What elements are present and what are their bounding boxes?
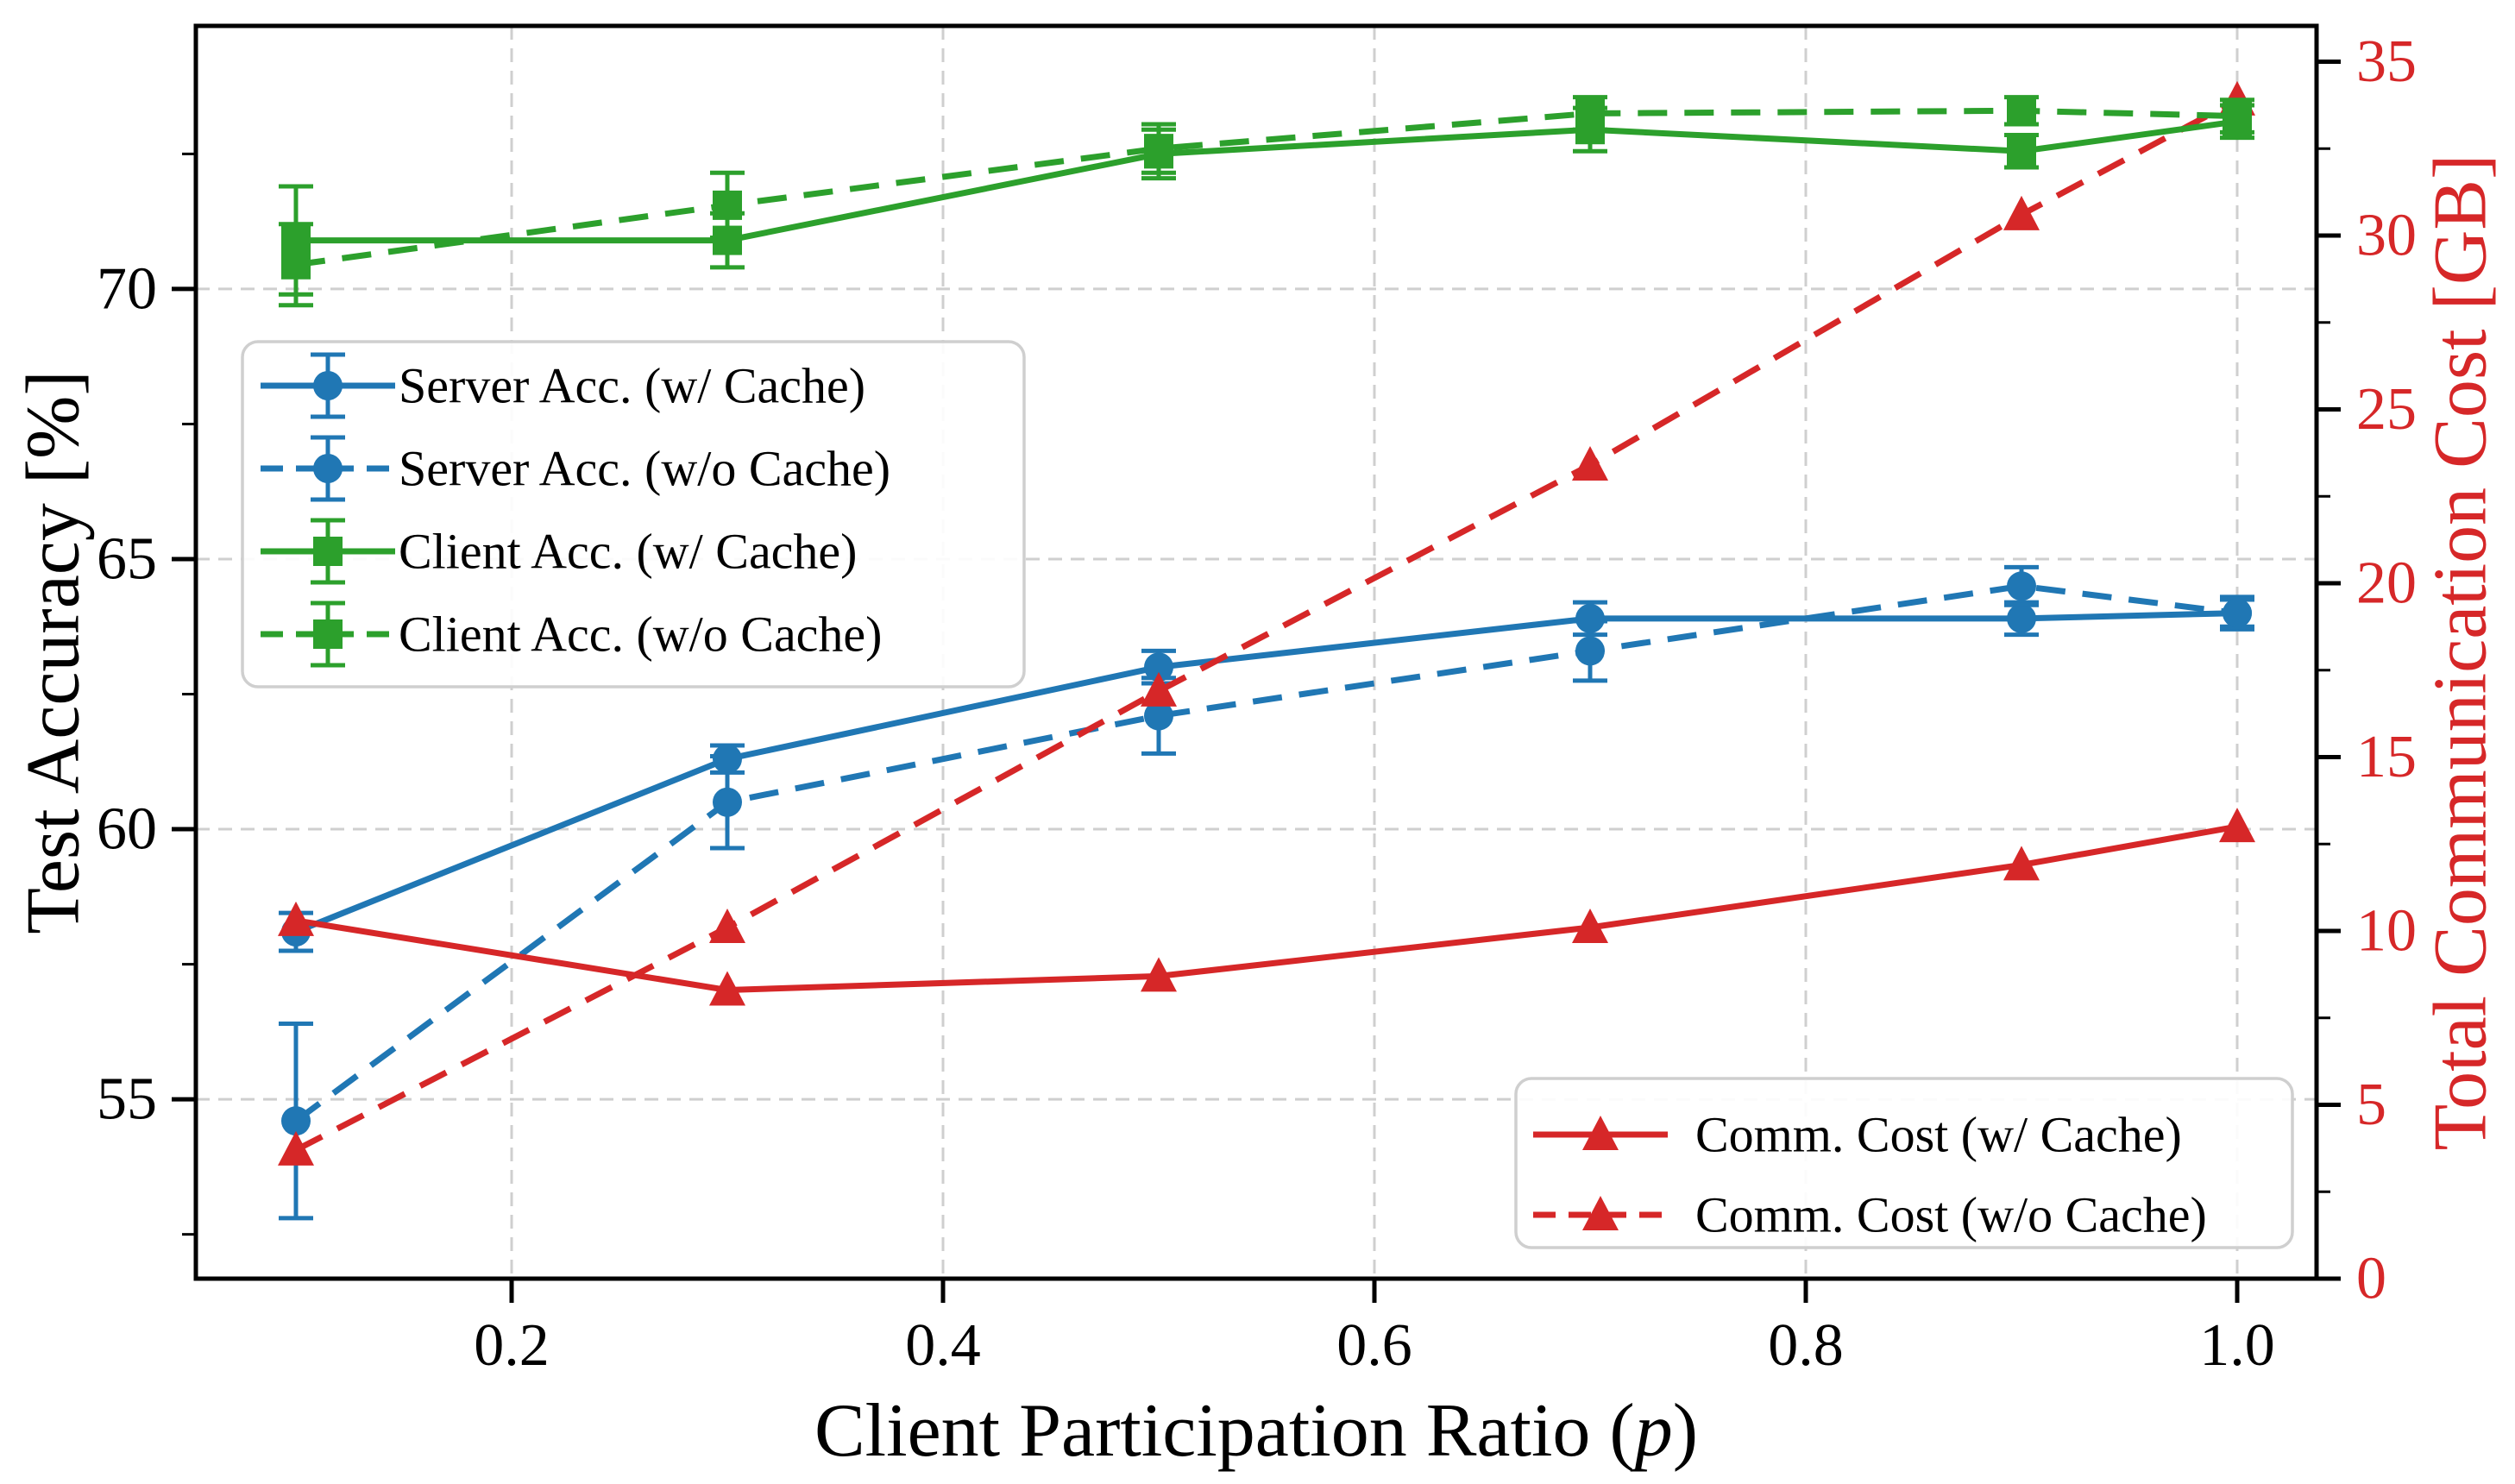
legend-label-comm-cost-w-cache: Comm. Cost (w/ Cache) (1695, 1107, 2182, 1163)
marker-square-client-acc-w-o-cache-0.9 (2007, 96, 2036, 126)
marker-circle-server-acc-w-o-cache-0.7 (1575, 636, 1605, 666)
marker-triangle-comm-cost-w-o-cache-0.3 (709, 908, 745, 943)
marker-circle-server-acc-w-o-cache-0.9 (2007, 571, 2036, 601)
marker-square-client-acc-w-o-cache-0.5 (1144, 134, 1173, 164)
marker-triangle-comm-cost-w-o-cache-0.5 (1141, 671, 1177, 707)
marker-circle-server-acc-w-o-cache-0.3 (713, 787, 742, 817)
marker-triangle-comm-cost-w-o-cache-0.1 (278, 1130, 314, 1166)
axes-ticks: 55 60 65 70 0 5 10 15 20 25 30 35 0.2 0.4 0.6 0.8 1.0 (97, 28, 2417, 1379)
left-tick-label-55: 55 (97, 1066, 157, 1133)
marker-circle-server-acc-w-o-cache-0.5 (1144, 701, 1173, 731)
legend-label-client-acc-w-o-cache: Client Acc. (w/o Cache) (399, 607, 883, 663)
right-tick-label-20: 20 (2356, 550, 2417, 617)
x-axis-label: Client Participation Ratio (p) (814, 1389, 1698, 1473)
series-line-client-acc-w-cache (296, 118, 2238, 244)
x-tick-label-0.4: 0.4 (905, 1312, 981, 1379)
legend-box (241, 340, 1026, 689)
series-line-comm-cost-w-cache (295, 823, 2238, 994)
legend-entry-server-acc-w-cache: Server Acc. (w/ Cache) (261, 352, 865, 419)
marker-triangle-comm-cost-w-cache-1 (2219, 808, 2255, 843)
right-tick-label-15: 15 (2356, 724, 2417, 790)
legend-entry-comm-cost-w-cache: Comm. Cost (w/ Cache) (1533, 1107, 2182, 1163)
series-line-comm-cost-w-o-cache (294, 97, 2239, 1154)
marker-square-client-acc-w-o-cache-0.7 (1575, 98, 1605, 129)
series-server-acc-w-o-cache (279, 564, 2254, 1221)
marker-square-client-acc-w-o-cache-0.1 (281, 249, 311, 280)
legend-marker-client-acc-w-cache (313, 537, 343, 566)
x-tick-label-1: 1.0 (2199, 1312, 2275, 1379)
marker-triangle-comm-cost-w-cache-0.9 (2003, 846, 2040, 881)
marker-square-client-acc-w-o-cache-1 (2223, 101, 2252, 131)
legend-entry-client-acc-w-cache: Client Acc. (w/ Cache) (261, 518, 858, 585)
right-tick-label-25: 25 (2356, 376, 2417, 443)
legend-marker-client-acc-w-o-cache (313, 619, 343, 649)
legend-entry-client-acc-w-o-cache: Client Acc. (w/o Cache) (261, 601, 883, 668)
legend-marker-server-acc-w-o-cache (313, 454, 343, 483)
marker-triangle-comm-cost-w-cache-0.1 (278, 901, 314, 936)
right-tick-label-35: 35 (2356, 28, 2417, 95)
legend-label-server-acc-w-o-cache: Server Acc. (w/o Cache) (399, 441, 890, 497)
legend-label-client-acc-w-cache: Client Acc. (w/ Cache) (399, 524, 858, 580)
left-y-axis-label: Test Accuracy [%] (12, 370, 96, 934)
marker-triangle-comm-cost-w-cache-0.3 (709, 971, 745, 1006)
legend-1: Server Acc. (w/ Cache) Server Acc. (w/o C… (241, 340, 1026, 689)
series-comm-cost-w-cache (278, 808, 2255, 1006)
left-tick-label-65: 65 (97, 525, 157, 592)
series-client-acc-w-o-cache (279, 95, 2254, 308)
marker-circle-server-acc-w-o-cache-1 (2223, 598, 2252, 628)
legend-box (1514, 1077, 2294, 1249)
left-tick-label-60: 60 (97, 796, 157, 863)
legend-2: Comm. Cost (w/ Cache) Comm. Cost (w/o Cac… (1514, 1077, 2294, 1249)
plot-border (193, 23, 2319, 1281)
series-line-server-acc-w-cache (294, 610, 2238, 935)
series-comm-cost-w-o-cache (278, 80, 2255, 1166)
legend-label-server-acc-w-cache: Server Acc. (w/ Cache) (399, 358, 865, 414)
grid (196, 26, 2317, 1279)
left-tick-label-70: 70 (97, 255, 157, 322)
legend-marker-server-acc-w-cache (313, 371, 343, 400)
marker-circle-server-acc-w-o-cache-0.1 (281, 1106, 311, 1136)
marker-square-client-acc-w-o-cache-0.3 (713, 190, 742, 220)
legend-marker-comm-cost-w-cache (1582, 1116, 1619, 1150)
legend-label-comm-cost-w-o-cache: Comm. Cost (w/o Cache) (1695, 1187, 2207, 1243)
series-line-server-acc-w-o-cache (293, 582, 2238, 1123)
marker-circle-server-acc-w-cache-0.5 (1144, 652, 1173, 682)
marker-triangle-comm-cost-w-cache-0.5 (1141, 957, 1177, 992)
right-tick-label-5: 5 (2356, 1072, 2386, 1138)
marker-square-client-acc-w-cache-0.9 (2007, 136, 2036, 167)
legend-marker-comm-cost-w-o-cache (1582, 1196, 1619, 1230)
marker-triangle-comm-cost-w-o-cache-0.7 (1572, 445, 1608, 481)
marker-triangle-comm-cost-w-o-cache-0.9 (2003, 195, 2040, 230)
right-tick-label-10: 10 (2356, 898, 2417, 965)
x-tick-label-0.6: 0.6 (1336, 1312, 1412, 1379)
x-tick-label-0.2: 0.2 (474, 1312, 550, 1379)
legend-entry-comm-cost-w-o-cache: Comm. Cost (w/o Cache) (1533, 1187, 2207, 1243)
right-y-axis-label: Total Communication Cost [GB] (2419, 154, 2503, 1151)
marker-triangle-comm-cost-w-cache-0.7 (1572, 908, 1608, 943)
marker-circle-server-acc-w-cache-0.9 (2007, 603, 2036, 633)
right-tick-label-30: 30 (2356, 203, 2417, 269)
right-tick-label-0: 0 (2356, 1246, 2386, 1312)
legend-entry-server-acc-w-o-cache: Server Acc. (w/o Cache) (261, 435, 890, 502)
x-tick-label-0.8: 0.8 (1768, 1312, 1844, 1379)
marker-circle-server-acc-w-cache-0.7 (1575, 603, 1605, 633)
series-line-client-acc-w-o-cache (295, 107, 2238, 268)
